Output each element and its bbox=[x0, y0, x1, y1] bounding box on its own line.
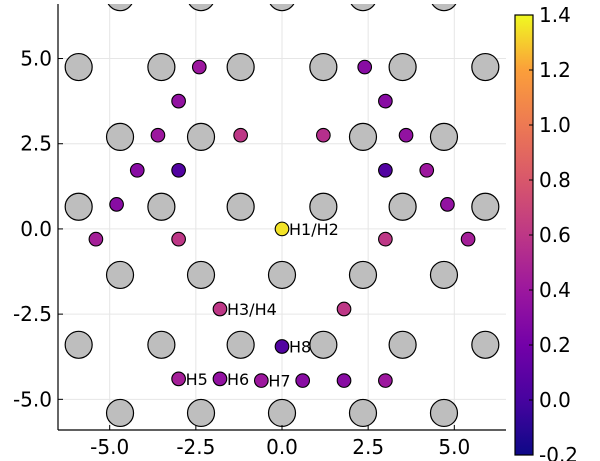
x-tick-label: 5.0 bbox=[438, 435, 470, 459]
adsorption-site bbox=[88, 231, 104, 247]
adsorption-site bbox=[171, 162, 186, 178]
lattice-atom bbox=[471, 52, 500, 82]
lattice-atom bbox=[429, 260, 459, 290]
lattice-atom bbox=[431, 4, 457, 12]
lattice-atom bbox=[309, 192, 338, 221]
colorbar-tick-label: -0.2 bbox=[539, 443, 578, 461]
lattice-atom bbox=[186, 260, 216, 290]
colorbar-tick-label: 1.0 bbox=[539, 113, 571, 137]
lattice-atom bbox=[269, 4, 295, 12]
lattice-atom bbox=[105, 122, 135, 152]
site-label: H7 bbox=[268, 372, 290, 391]
lattice-atom bbox=[309, 52, 338, 82]
adsorption-site bbox=[171, 231, 186, 247]
site-label: H6 bbox=[227, 370, 249, 389]
lattice-atom bbox=[186, 122, 216, 152]
lattice-atom bbox=[64, 192, 93, 221]
adsorption-site bbox=[212, 301, 228, 317]
colorbar-tick-label: 0.2 bbox=[539, 333, 571, 357]
y-tick-label: 5.0 bbox=[20, 47, 52, 71]
adsorption-site bbox=[191, 59, 207, 75]
lattice-atom bbox=[147, 52, 176, 82]
x-tick-label: -5.0 bbox=[90, 435, 129, 459]
x-tick-label: 0.0 bbox=[266, 435, 298, 459]
site-label: H5 bbox=[186, 370, 208, 389]
adsorption-site bbox=[109, 197, 124, 212]
lattice-atom bbox=[105, 260, 135, 290]
lattice-atom bbox=[186, 398, 216, 428]
site-label: H1/H2 bbox=[289, 220, 339, 239]
lattice-atom bbox=[348, 398, 378, 428]
colorbar-tick-label: 0.4 bbox=[539, 278, 571, 302]
lattice-atom bbox=[429, 122, 459, 152]
lattice-atom bbox=[471, 330, 500, 359]
lattice-atom bbox=[388, 52, 417, 82]
adsorption-site bbox=[440, 197, 455, 212]
lattice-atom bbox=[147, 330, 176, 359]
markers bbox=[64, 4, 500, 428]
lattice-atom bbox=[348, 122, 378, 152]
lattice-atom bbox=[147, 192, 176, 221]
lattice-atom bbox=[388, 192, 417, 221]
adsorption-site bbox=[357, 59, 373, 75]
adsorption-site bbox=[253, 373, 269, 388]
adsorption-site bbox=[150, 127, 166, 143]
adsorption-site bbox=[460, 231, 476, 247]
colorbar: -0.2 0.0 0.2 0.4 0.6 0.8 1.0 1.2 1.4 bbox=[514, 3, 578, 461]
adsorption-site bbox=[316, 127, 331, 143]
colorbar-tick-label: 1.4 bbox=[539, 3, 571, 27]
lattice-atom bbox=[64, 52, 93, 82]
adsorption-site bbox=[378, 162, 393, 178]
grid-lines bbox=[58, 4, 506, 430]
y-tick-label: 0.0 bbox=[20, 217, 52, 241]
colorbar-tick-label: 0.6 bbox=[539, 223, 571, 247]
site-label: H3/H4 bbox=[227, 300, 277, 319]
lattice-atom bbox=[107, 4, 133, 12]
lattice-atom bbox=[64, 330, 93, 359]
lattice-atom bbox=[226, 192, 255, 221]
x-tick-label: 2.5 bbox=[352, 435, 384, 459]
lattice-atom bbox=[388, 330, 417, 359]
y-tick-label: -5.0 bbox=[13, 387, 52, 411]
adsorption-site bbox=[233, 127, 248, 143]
colorbar-tick-label: 1.2 bbox=[539, 58, 571, 82]
x-tick-label: -2.5 bbox=[176, 435, 215, 459]
adsorption-site bbox=[274, 339, 290, 354]
adsorption-site bbox=[378, 93, 393, 109]
adsorption-site bbox=[129, 162, 145, 178]
lattice-atom bbox=[188, 4, 214, 12]
adsorption-site bbox=[212, 371, 228, 387]
adsorption-site bbox=[336, 373, 352, 388]
adsorption-site bbox=[419, 162, 435, 178]
colorbar-tick-label: 0.0 bbox=[539, 388, 571, 412]
colorbar-tick-label: 0.8 bbox=[539, 168, 571, 192]
adsorption-site bbox=[295, 373, 311, 388]
lattice-atom bbox=[309, 330, 338, 359]
adsorption-site bbox=[171, 93, 186, 109]
lattice-atom bbox=[226, 330, 255, 359]
adsorption-site bbox=[336, 301, 352, 317]
lattice-atom bbox=[350, 4, 376, 12]
adsorption-site bbox=[171, 371, 186, 387]
lattice-atom bbox=[429, 398, 459, 428]
point-labels: H1/H2 H3/H4 H8 H5 H6 H7 bbox=[186, 220, 339, 391]
lattice-atom bbox=[226, 52, 255, 82]
axes: -5.0 -2.5 0.0 2.5 5.0 -5.0 -2.5 0.0 2.5 5.0 bbox=[13, 4, 506, 459]
lattice-atom bbox=[105, 398, 135, 428]
adsorption-site bbox=[378, 373, 393, 388]
y-tick-label: -2.5 bbox=[13, 302, 52, 326]
site-label: H8 bbox=[289, 338, 311, 357]
lattice-atom bbox=[267, 260, 297, 290]
adsorption-site bbox=[398, 127, 414, 143]
lattice-atom bbox=[471, 192, 500, 221]
lattice-atom bbox=[267, 398, 297, 428]
y-tick-label: 2.5 bbox=[20, 132, 52, 156]
adsorption-site bbox=[378, 231, 393, 247]
adsorption-site bbox=[274, 221, 290, 237]
lattice-atom bbox=[348, 260, 378, 290]
